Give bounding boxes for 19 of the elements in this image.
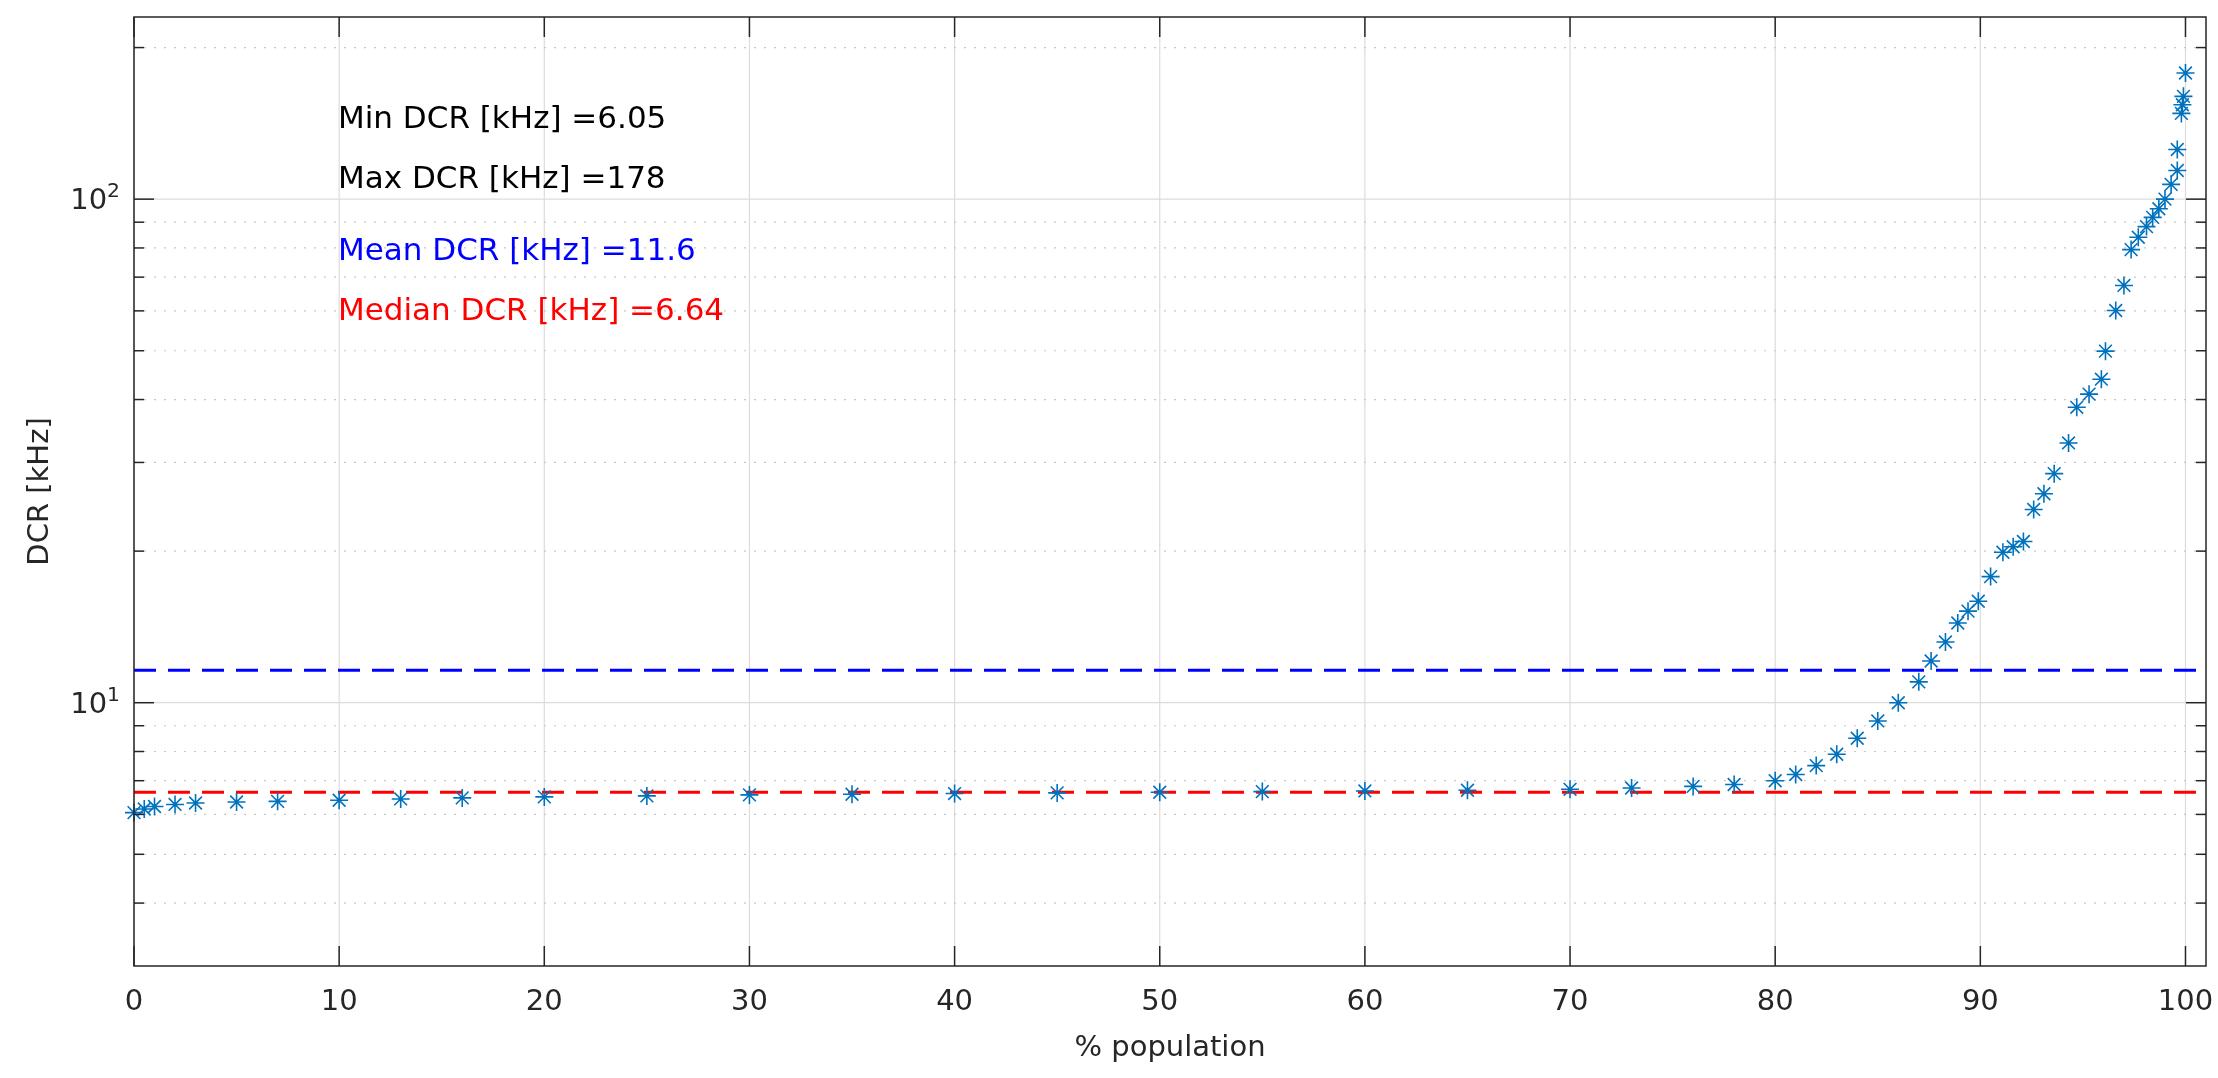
annotation: Min DCR [kHz] =6.05: [338, 99, 667, 135]
x-tick-label: 40: [936, 983, 974, 1017]
x-tick-label: 0: [124, 983, 144, 1017]
x-axis-title: % population: [1074, 1029, 1266, 1063]
annotation: Max DCR [kHz] =178: [338, 159, 666, 195]
x-tick-label: 70: [1551, 983, 1589, 1017]
x-tick-label: 50: [1141, 983, 1179, 1017]
x-tick-label: 90: [1961, 983, 1999, 1017]
y-tick-label: 10$^{2}$: [70, 178, 120, 217]
ref-line-label: Median DCR [kHz] =6.64: [338, 291, 725, 327]
x-tick-label: 100: [2157, 983, 2214, 1017]
x-tick-label: 80: [1756, 983, 1794, 1017]
x-tick-label: 30: [730, 983, 768, 1017]
x-tick-label: 10: [320, 983, 358, 1017]
y-axis-title: DCR [kHz]: [21, 417, 55, 566]
ref-line-label: Mean DCR [kHz] =11.6: [338, 231, 696, 267]
y-tick-label: 10$^{1}$: [70, 681, 120, 720]
x-tick-label: 60: [1346, 983, 1384, 1017]
x-tick-label: 20: [525, 983, 563, 1017]
